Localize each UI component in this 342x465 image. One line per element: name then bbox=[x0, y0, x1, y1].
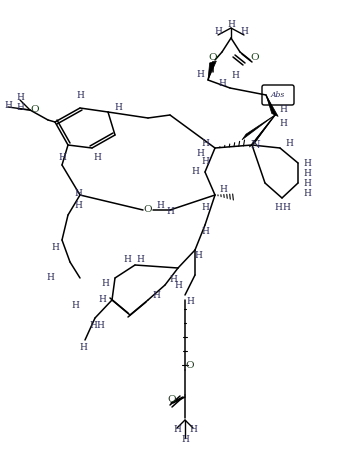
Text: H: H bbox=[166, 207, 174, 217]
Text: H: H bbox=[196, 71, 204, 80]
Text: H: H bbox=[219, 186, 227, 194]
Text: H: H bbox=[51, 244, 59, 252]
Text: H: H bbox=[181, 436, 189, 445]
Text: O: O bbox=[168, 396, 176, 405]
Text: H: H bbox=[214, 27, 222, 36]
Text: H: H bbox=[123, 255, 131, 265]
Text: H: H bbox=[282, 204, 290, 213]
Text: H: H bbox=[279, 119, 287, 127]
Text: H: H bbox=[303, 179, 311, 187]
Text: H: H bbox=[46, 273, 54, 283]
Polygon shape bbox=[242, 115, 275, 140]
Text: H: H bbox=[156, 200, 164, 210]
Text: H: H bbox=[169, 275, 177, 285]
Text: H: H bbox=[173, 425, 181, 434]
Text: H: H bbox=[303, 159, 311, 167]
Text: H: H bbox=[76, 92, 84, 100]
Text: O: O bbox=[251, 53, 259, 62]
Text: H: H bbox=[174, 280, 182, 290]
Text: H: H bbox=[303, 188, 311, 198]
Text: H: H bbox=[79, 343, 87, 352]
Text: H: H bbox=[96, 320, 104, 330]
Text: H: H bbox=[279, 106, 287, 114]
Text: H: H bbox=[89, 320, 97, 330]
Text: O: O bbox=[186, 360, 194, 370]
Text: H: H bbox=[16, 102, 24, 112]
Text: H: H bbox=[201, 139, 209, 147]
Text: N: N bbox=[250, 140, 260, 150]
Text: H: H bbox=[227, 20, 235, 29]
Text: H: H bbox=[189, 425, 197, 434]
Polygon shape bbox=[208, 61, 216, 80]
Polygon shape bbox=[249, 115, 275, 147]
Text: H: H bbox=[201, 227, 209, 237]
Text: H: H bbox=[58, 153, 66, 162]
Text: H: H bbox=[201, 202, 209, 212]
FancyBboxPatch shape bbox=[262, 85, 294, 105]
Text: O: O bbox=[31, 106, 39, 114]
Text: H: H bbox=[101, 279, 109, 287]
Text: H: H bbox=[74, 200, 82, 210]
Text: H: H bbox=[285, 139, 293, 147]
Text: H: H bbox=[231, 72, 239, 80]
Text: H: H bbox=[93, 153, 101, 162]
Text: H: H bbox=[274, 204, 282, 213]
Text: H: H bbox=[201, 158, 209, 166]
Text: Abs: Abs bbox=[271, 91, 285, 99]
Text: H: H bbox=[303, 168, 311, 178]
Text: O: O bbox=[209, 53, 217, 62]
Polygon shape bbox=[266, 95, 278, 116]
Text: H: H bbox=[16, 93, 24, 101]
Text: H: H bbox=[136, 255, 144, 265]
Text: H: H bbox=[114, 102, 122, 112]
Text: H: H bbox=[152, 291, 160, 299]
Text: H: H bbox=[186, 298, 194, 306]
Text: H: H bbox=[240, 27, 248, 36]
Text: H: H bbox=[194, 251, 202, 259]
Text: H: H bbox=[191, 167, 199, 177]
Text: H: H bbox=[196, 148, 204, 158]
Text: H: H bbox=[74, 188, 82, 198]
Text: H: H bbox=[98, 295, 106, 305]
Text: H: H bbox=[4, 100, 12, 109]
Text: H: H bbox=[71, 300, 79, 310]
Text: O: O bbox=[144, 206, 152, 214]
Text: H: H bbox=[218, 79, 226, 87]
